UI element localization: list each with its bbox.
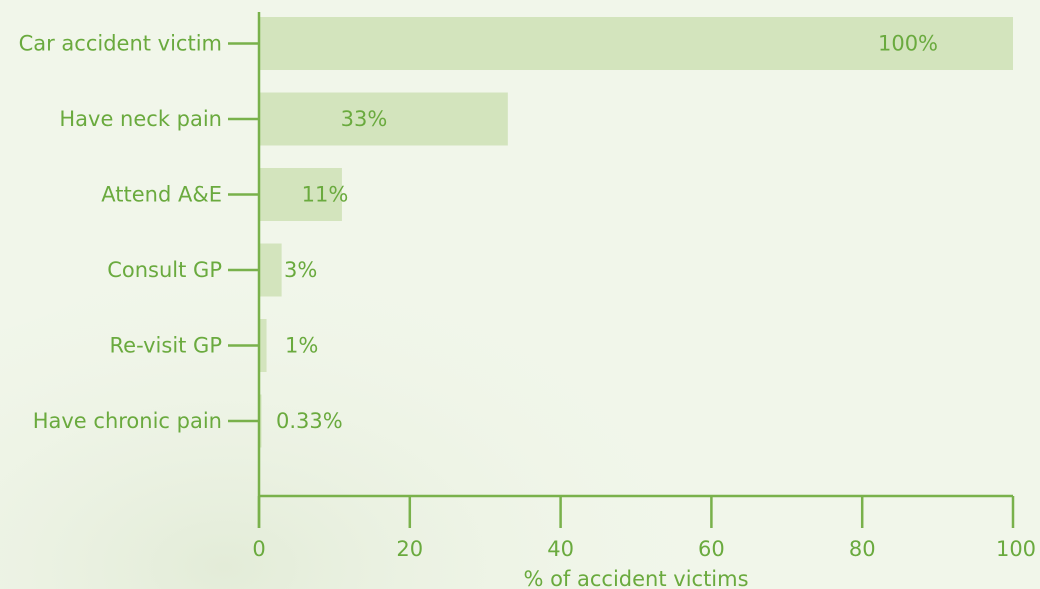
category-label-0: Car accident victim — [19, 32, 222, 56]
category-label-1: Have neck pain — [59, 107, 222, 131]
bar-1 — [259, 92, 508, 146]
data-label-1: 33% — [341, 107, 388, 131]
category-label-4: Re-visit GP — [110, 334, 222, 358]
data-label-4: 1% — [285, 334, 318, 358]
x-tick-label-2: 40 — [547, 537, 574, 561]
x-tick-label-3: 60 — [698, 537, 725, 561]
category-label-2: Attend A&E — [101, 183, 222, 207]
x-tick-label-5: 100 — [996, 537, 1036, 561]
bar-0 — [259, 17, 1013, 70]
category-label-3: Consult GP — [107, 258, 222, 282]
data-label-3: 3% — [284, 258, 317, 282]
data-label-5: 0.33% — [276, 409, 343, 433]
bar-4 — [259, 319, 267, 372]
data-label-0: 100% — [878, 32, 938, 56]
category-label-5: Have chronic pain — [33, 409, 222, 433]
data-label-2: 11% — [302, 183, 349, 207]
x-axis-title: % of accident victims — [523, 567, 748, 589]
x-tick-label-1: 20 — [396, 537, 423, 561]
background-hill — [0, 146, 700, 589]
bar-2 — [259, 168, 342, 221]
x-tick-label-4: 80 — [849, 537, 876, 561]
x-tick-label-0: 0 — [252, 537, 265, 561]
bar-3 — [259, 243, 282, 297]
